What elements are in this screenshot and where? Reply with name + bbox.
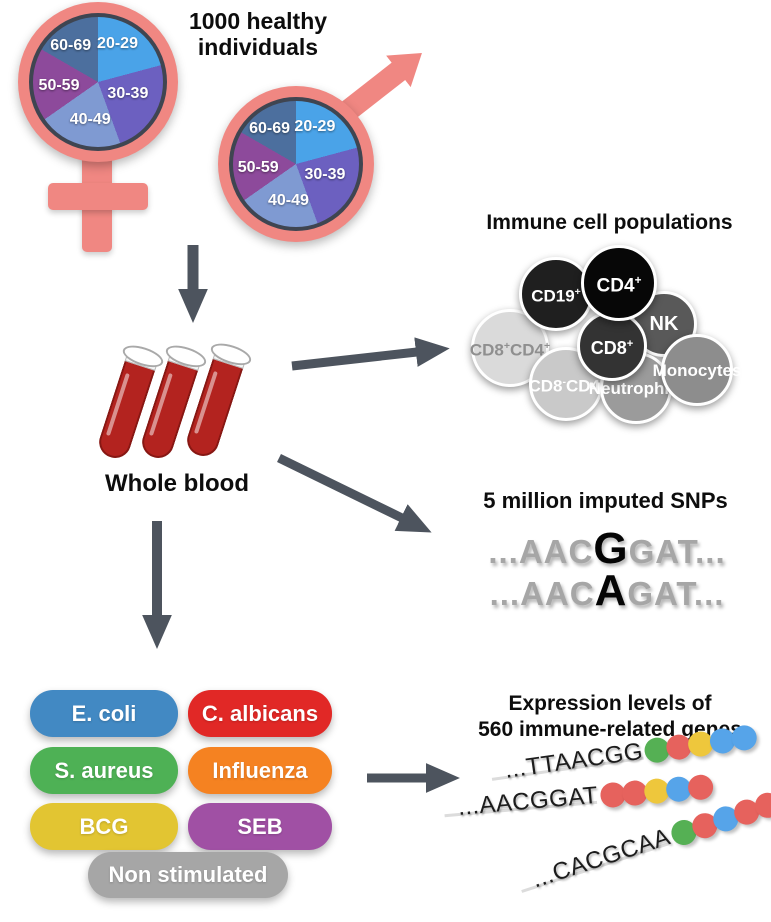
male-symbol-ring: 20-29 30-39 40-49 50-59 60-69 <box>218 86 374 242</box>
arrow-blood-to-snps <box>277 453 432 533</box>
red-dot <box>686 773 714 801</box>
stimulus-c-albicans: C. albicans <box>188 690 332 737</box>
title-line-2: individuals <box>197 34 319 60</box>
snp-seq-post: GAT... <box>627 575 725 612</box>
snp-seq-pre: ...AAC <box>489 575 595 612</box>
snp-variant-a: A <box>594 566 628 615</box>
stimulus-influenza: Influenza <box>188 747 332 794</box>
age-label-40-49: 40-49 <box>267 191 309 209</box>
expression-title-line-1: Expression levels of <box>508 692 712 715</box>
cell-cd4pos: CD4+ <box>581 245 657 321</box>
age-label-30-39: 30-39 <box>107 84 149 102</box>
expression-dots <box>598 773 714 809</box>
age-label-20-29: 20-29 <box>97 35 138 53</box>
gene-sequence-text: ...AACGGAT <box>456 781 600 821</box>
title-line-1: 1000 healthy <box>188 8 328 34</box>
stimulus-non-stimulated: Non stimulated <box>88 852 288 898</box>
stimulus-seb: SEB <box>188 803 332 850</box>
age-label-40-49: 40-49 <box>69 110 111 128</box>
female-age-pie-chart: 20-29 30-39 40-49 50-59 60-69 <box>29 13 167 151</box>
age-label-30-39: 30-39 <box>304 166 346 184</box>
female-symbol-ring: 20-29 30-39 40-49 50-59 60-69 <box>18 2 178 162</box>
snp-seq-post: GAT... <box>628 533 726 570</box>
stimulus-s-aureus: S. aureus <box>30 747 178 794</box>
snp-sequence-ref: ...AACGGAT... <box>437 524 771 574</box>
female-symbol-crossbar <box>48 183 148 210</box>
snps-title: 5 million imputed SNPs <box>483 488 728 513</box>
immune-cells-title: Immune cell populations <box>486 211 733 234</box>
arrow-blood-to-cells <box>291 337 450 371</box>
snp-sequence-alt: ...AACAGAT... <box>437 566 771 616</box>
snp-seq-pre: ...AAC <box>488 533 594 570</box>
age-label-60-69: 60-69 <box>249 119 290 137</box>
age-label-20-29: 20-29 <box>294 118 336 136</box>
age-label-60-69: 60-69 <box>50 36 92 54</box>
whole-blood-label: Whole blood <box>105 470 249 497</box>
cell-cd19pos: CD19+ <box>519 257 593 331</box>
gene-sequence-text: ...CACGCAA <box>528 823 674 894</box>
age-label-50-59: 50-59 <box>237 158 279 176</box>
male-age-pie-chart: 20-29 30-39 40-49 50-59 60-69 <box>229 97 363 231</box>
cell-cd8pos: CD8+ <box>577 311 647 381</box>
cell-monocytes: Mono cytes <box>653 334 741 406</box>
blue-dot <box>730 723 759 752</box>
page-title: 1000 healthy individuals <box>158 8 358 60</box>
age-label-50-59: 50-59 <box>38 76 80 94</box>
stimulus-e-coli: E. coli <box>30 690 178 737</box>
stimulus-bcg: BCG <box>30 803 178 850</box>
snp-variant-g: G <box>593 524 629 573</box>
